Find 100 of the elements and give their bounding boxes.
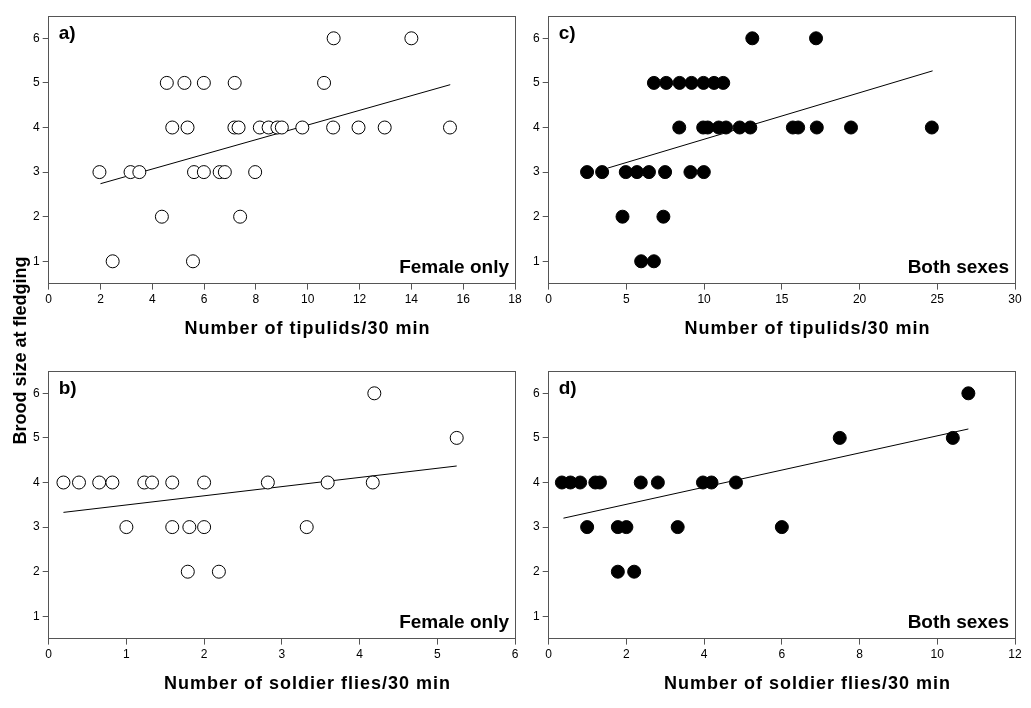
point	[672, 120, 687, 135]
point	[165, 120, 180, 135]
point	[159, 75, 174, 90]
x-axis-title: Number of tipulids/30 min	[683, 318, 932, 339]
y-tick-label: 6	[32, 30, 40, 45]
point	[180, 564, 195, 579]
point	[248, 165, 263, 180]
point	[610, 564, 625, 579]
point	[961, 386, 976, 401]
x-tick-label: 8	[252, 292, 260, 307]
point	[580, 165, 595, 180]
point	[634, 254, 649, 269]
y-tick-label: 1	[32, 608, 40, 623]
point	[924, 120, 939, 135]
y-tick-label: 2	[532, 564, 540, 579]
point	[119, 520, 134, 535]
point	[684, 75, 699, 90]
annotation: Female only	[399, 611, 510, 633]
point	[646, 75, 661, 90]
x-axis-title: Number of soldier flies/30 min	[662, 673, 953, 694]
x-tick-label: 5	[623, 292, 631, 307]
point	[197, 520, 212, 535]
y-tick-label: 2	[532, 209, 540, 224]
annotation: d)	[558, 376, 577, 398]
point	[442, 120, 457, 135]
y-tick-label: 3	[32, 164, 40, 179]
point	[377, 120, 392, 135]
x-tick-label: 6	[511, 647, 519, 662]
x-tick-label: 5	[433, 647, 441, 662]
point	[180, 120, 195, 135]
x-tick-label: 2	[97, 292, 105, 307]
x-tick-label: 3	[278, 647, 286, 662]
point	[56, 475, 71, 490]
point	[832, 430, 847, 445]
point	[233, 209, 248, 224]
x-tick-label: 0	[545, 292, 553, 307]
x-tick-label: 12	[352, 292, 367, 307]
y-tick-label: 5	[32, 75, 40, 90]
point	[670, 520, 685, 535]
point	[615, 209, 630, 224]
annotation: Both sexes	[907, 611, 1009, 633]
x-axis-title: Number of soldier flies/30 min	[162, 673, 453, 694]
x-tick-label: 4	[700, 647, 708, 662]
annotation: Female only	[399, 256, 510, 278]
y-tick-label: 4	[32, 119, 40, 134]
x-tick-label: 4	[356, 647, 364, 662]
x-tick-label: 14	[404, 292, 419, 307]
point	[196, 75, 211, 90]
point	[745, 31, 760, 46]
y-tick-label: 3	[532, 519, 540, 534]
point	[326, 31, 341, 46]
point	[404, 31, 419, 46]
x-tick-label: 1	[123, 647, 131, 662]
point	[774, 520, 789, 535]
annotation: b)	[58, 376, 77, 398]
point	[618, 165, 633, 180]
point	[656, 209, 671, 224]
point	[299, 520, 314, 535]
y-tick-label: 6	[532, 385, 540, 400]
point	[743, 120, 758, 135]
point	[658, 165, 673, 180]
y-axis-title: Brood size at fledging	[9, 255, 31, 447]
point	[217, 165, 232, 180]
point	[633, 475, 648, 490]
point	[672, 75, 687, 90]
x-tick-label: 10	[697, 292, 712, 307]
y-tick-label: 6	[32, 385, 40, 400]
point	[646, 254, 661, 269]
point	[580, 520, 595, 535]
point	[627, 564, 642, 579]
y-tick-label: 4	[532, 119, 540, 134]
x-tick-label: 15	[775, 292, 789, 307]
point	[132, 165, 147, 180]
x-tick-label: 4	[148, 292, 156, 307]
x-tick-label: 2	[200, 647, 208, 662]
x-tick-label: 30	[1008, 292, 1022, 307]
point	[320, 475, 335, 490]
point	[196, 165, 211, 180]
y-tick-label: 5	[532, 430, 540, 445]
point	[945, 430, 960, 445]
x-tick-label: 20	[852, 292, 867, 307]
point	[844, 120, 859, 135]
point	[197, 475, 212, 490]
y-tick-label: 5	[532, 75, 540, 90]
point	[716, 75, 731, 90]
point	[227, 75, 242, 90]
annotation: Both sexes	[907, 256, 1009, 278]
point	[629, 165, 644, 180]
x-tick-label: 16	[456, 292, 471, 307]
x-tick-label: 6	[778, 647, 786, 662]
y-tick-label: 4	[532, 474, 540, 489]
y-tick-label: 1	[532, 608, 540, 623]
point	[367, 386, 382, 401]
point	[165, 520, 180, 535]
y-tick-label: 5	[32, 430, 40, 445]
x-axis-title: Number of tipulids/30 min	[183, 318, 432, 339]
point	[92, 475, 107, 490]
point	[295, 120, 310, 135]
point	[105, 475, 120, 490]
x-tick-label: 0	[45, 647, 53, 662]
